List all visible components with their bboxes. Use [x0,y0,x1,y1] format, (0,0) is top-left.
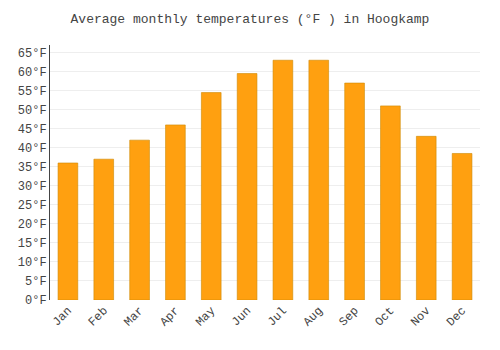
svg-text:Jul: Jul [265,304,290,329]
svg-text:55°F: 55°F [18,85,47,99]
svg-text:Average monthly temperatures (: Average monthly temperatures (°F ) in Ho… [71,12,430,27]
svg-text:Aug: Aug [301,304,326,329]
svg-text:45°F: 45°F [18,123,47,137]
svg-text:65°F: 65°F [18,47,47,61]
svg-text:Mar: Mar [121,304,146,329]
svg-text:Feb: Feb [86,304,111,329]
svg-text:Jun: Jun [229,304,254,329]
svg-text:Nov: Nov [408,304,433,329]
svg-text:50°F: 50°F [18,104,47,118]
svg-text:60°F: 60°F [18,66,47,80]
svg-text:Oct: Oct [372,304,397,329]
svg-text:May: May [193,304,218,329]
svg-text:15°F: 15°F [18,237,47,251]
svg-text:10°F: 10°F [18,256,47,270]
svg-text:30°F: 30°F [18,180,47,194]
svg-text:20°F: 20°F [18,218,47,232]
svg-text:Jan: Jan [50,304,75,329]
svg-text:25°F: 25°F [18,199,47,213]
svg-text:35°F: 35°F [18,161,47,175]
svg-text:40°F: 40°F [18,142,47,156]
svg-text:Apr: Apr [157,304,182,329]
svg-text:Dec: Dec [444,304,469,329]
svg-text:0°F: 0°F [25,294,47,308]
svg-text:5°F: 5°F [25,275,47,289]
svg-text:Sep: Sep [336,304,361,329]
